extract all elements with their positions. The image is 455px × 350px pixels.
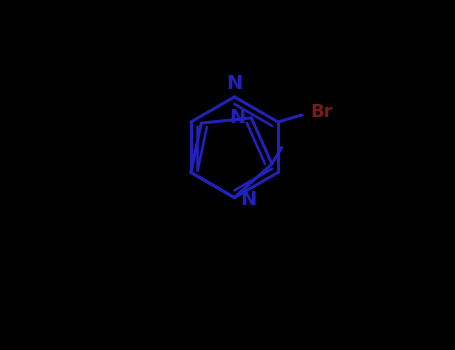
Text: N: N: [229, 108, 245, 127]
Text: N: N: [241, 190, 257, 209]
Text: Br: Br: [310, 103, 333, 121]
Text: N: N: [226, 74, 243, 93]
